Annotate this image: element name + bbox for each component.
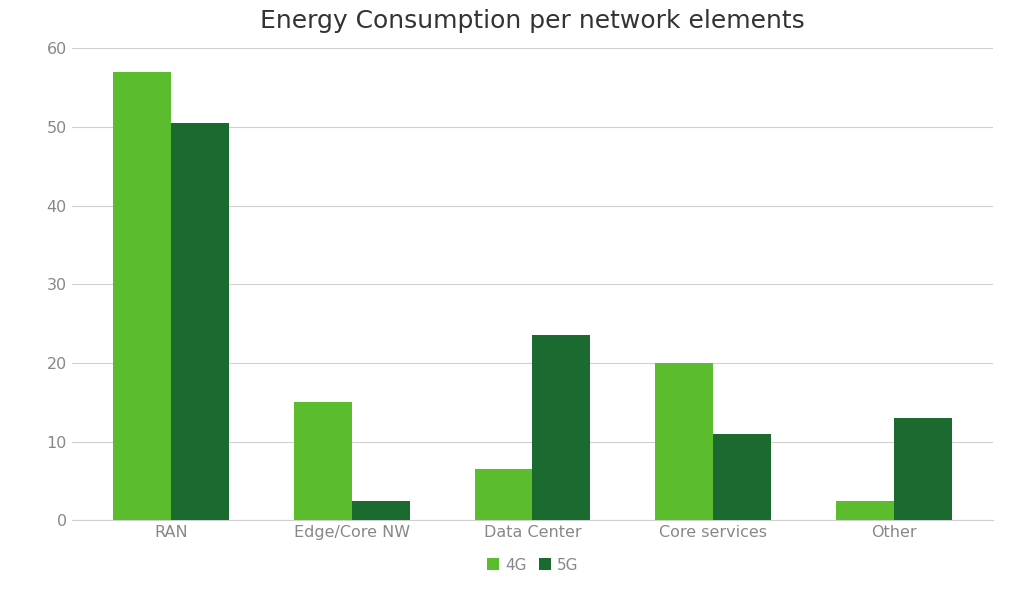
Bar (836, 501, 894, 520)
Bar (532, 335, 590, 520)
Bar (655, 363, 713, 520)
Legend: 4G, 5G: 4G, 5G (480, 552, 585, 579)
Bar (171, 123, 229, 520)
Bar (894, 418, 951, 520)
Bar (475, 469, 532, 520)
Title: Energy Consumption per network elements: Energy Consumption per network elements (260, 8, 805, 33)
Bar (114, 72, 171, 520)
Bar (713, 434, 771, 520)
Bar (352, 501, 410, 520)
Bar (294, 402, 352, 520)
